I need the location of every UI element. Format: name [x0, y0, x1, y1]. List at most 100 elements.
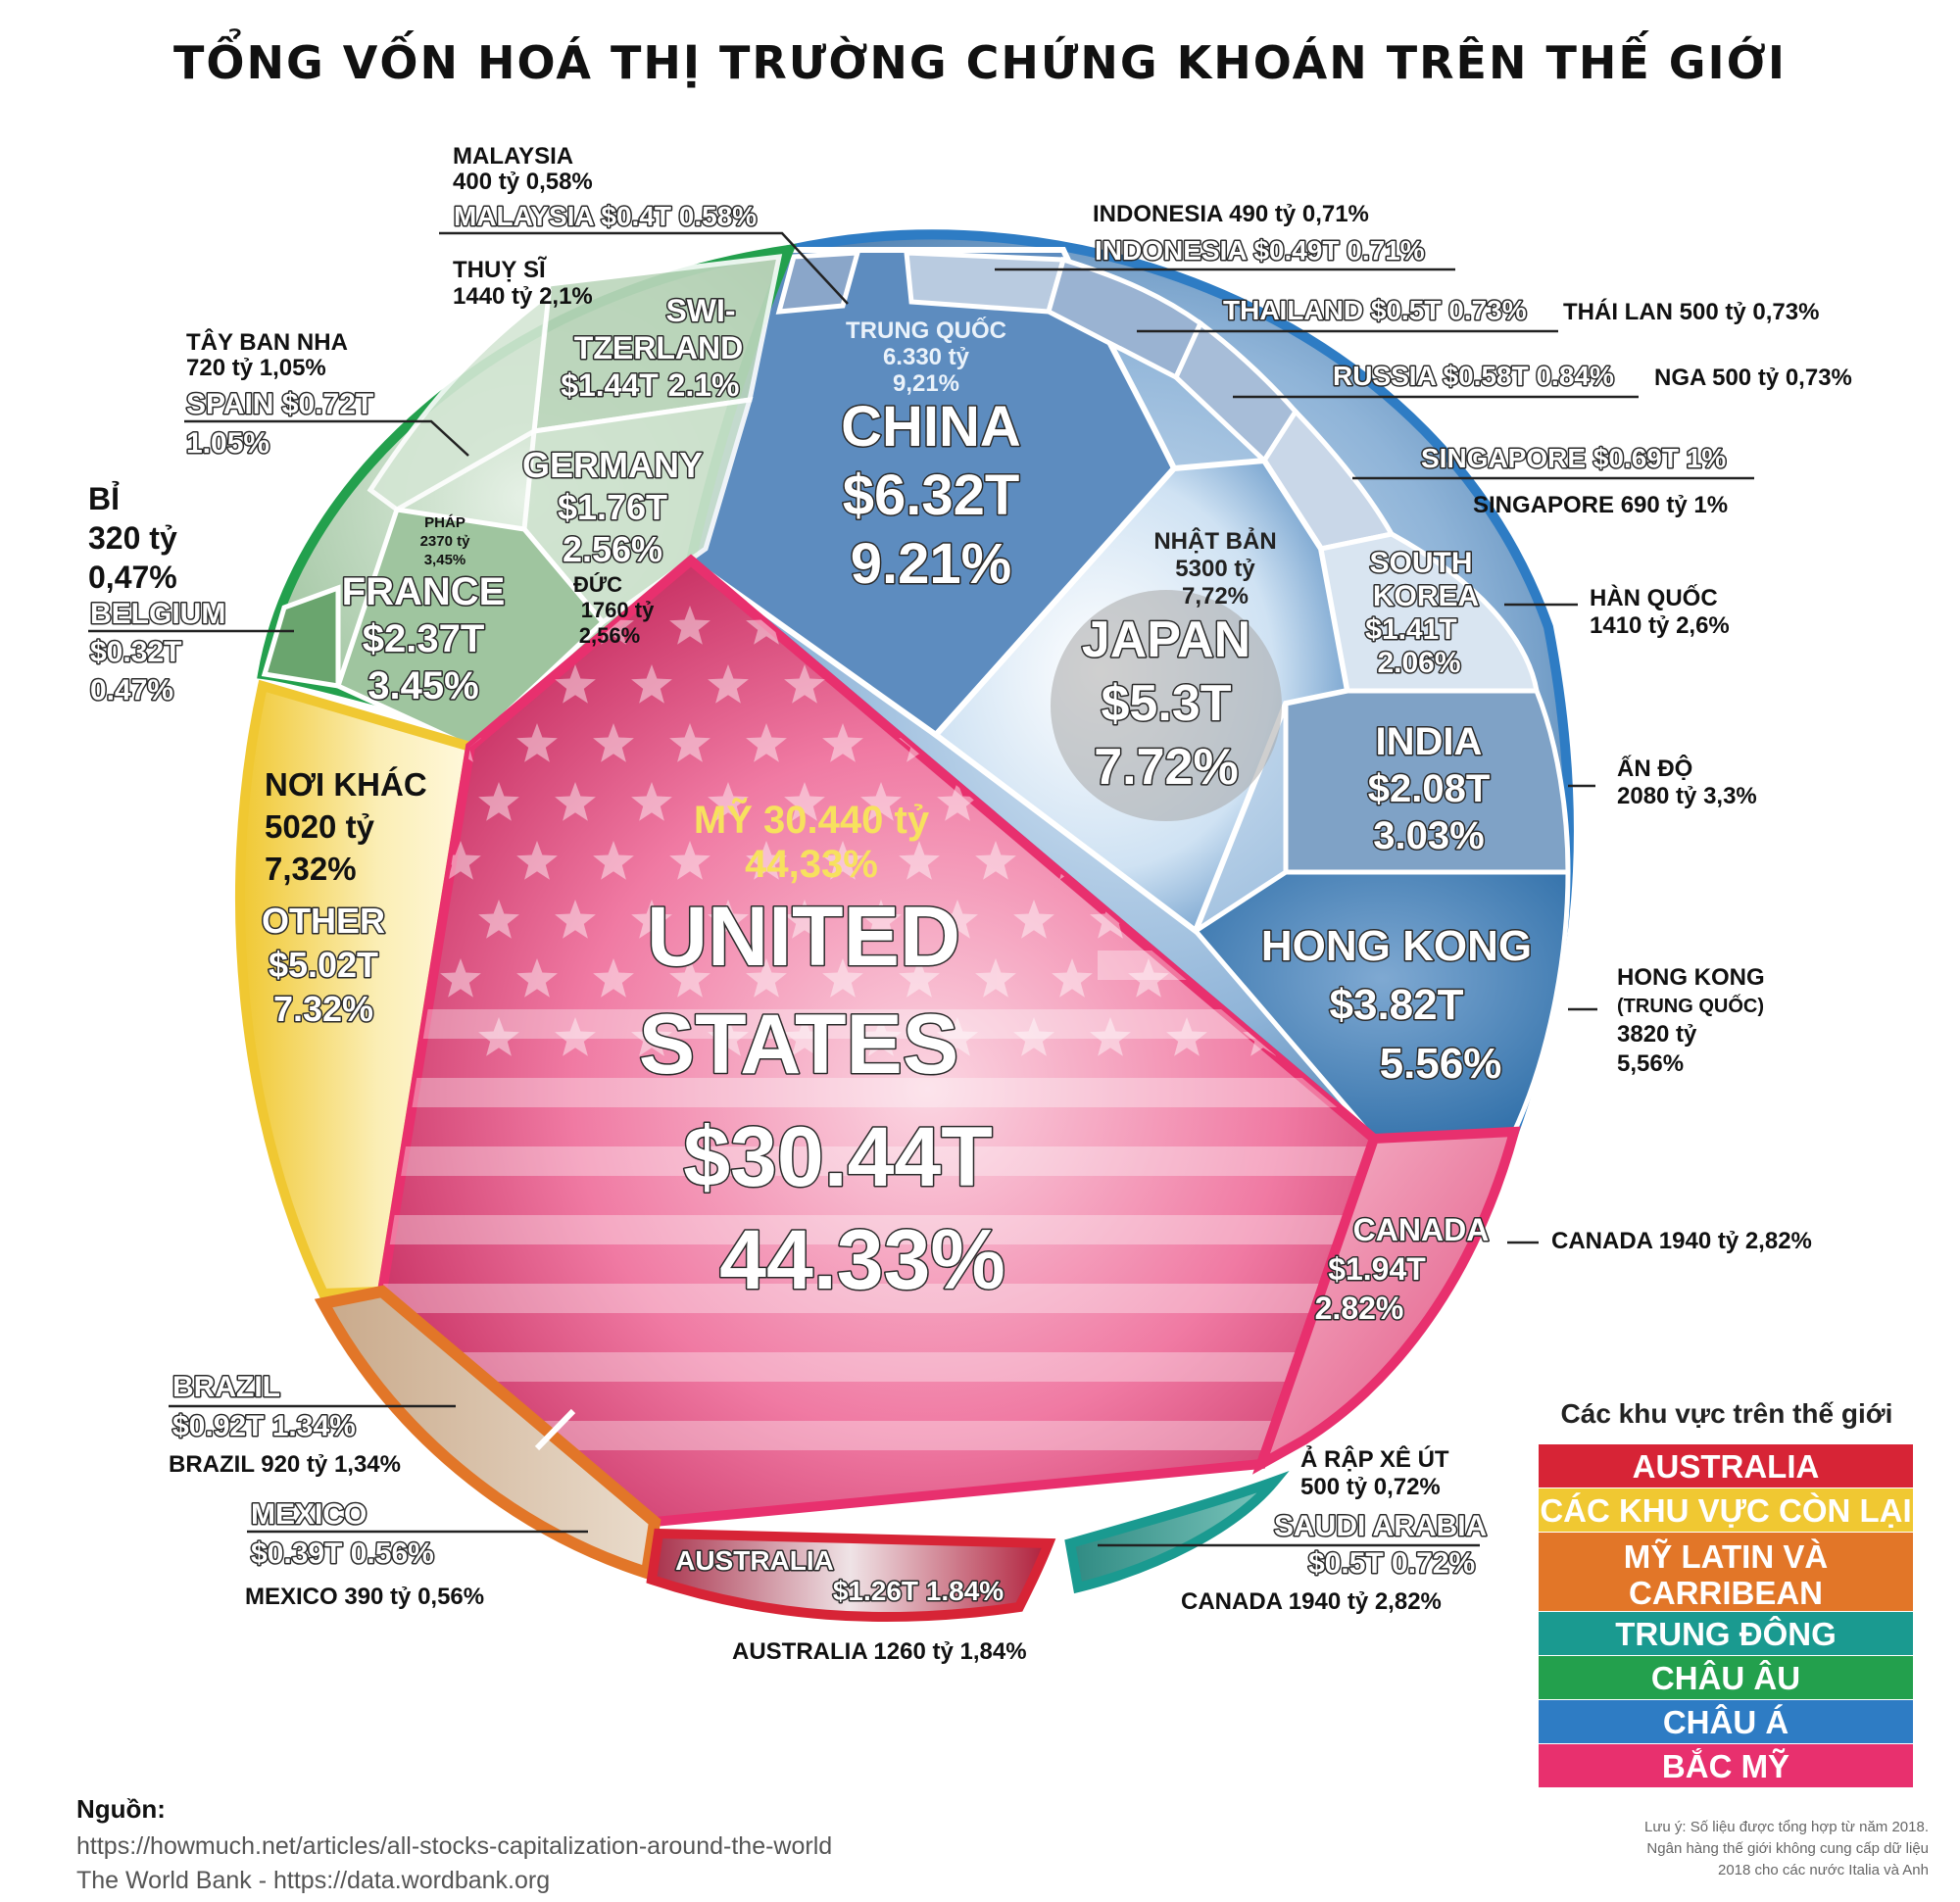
legend-swatch-north-america [1539, 1744, 1913, 1787]
us-flag-star [899, 841, 940, 880]
us-flag-star [555, 782, 596, 821]
note-line-1: Lưu ý: Số liệu được tổng hợp từ năm 2018… [1644, 1819, 1929, 1835]
legend-item-north-america: BẮC MỸ [1662, 1748, 1789, 1784]
brazil-viet: BRAZIL 920 tỷ 1,34% [169, 1451, 401, 1478]
singapore-viet: SINGAPORE 690 tỷ 1% [1473, 492, 1728, 518]
us-flag-star [631, 782, 672, 821]
us-viet-percent: 44,33% [745, 843, 878, 886]
hongkong-viet-name: HONG KONG [1617, 964, 1765, 991]
us-flag-star [1128, 958, 1169, 998]
china-value: $6.32T [843, 463, 1020, 527]
brazil-label-line1: BRAZIL [172, 1371, 280, 1403]
hongkong-viet-country: (TRUNG QUỐC) [1617, 994, 1764, 1017]
source-link-worldbank: The World Bank - https://data.wordbank.o… [76, 1867, 550, 1894]
us-flag-star [555, 664, 596, 704]
other-viet-percent: 7,32% [265, 851, 357, 887]
france-viet-value: 2370 tỷ [420, 533, 471, 550]
india-viet-name: ẤN ĐỘ [1617, 755, 1692, 782]
korea-viet-name: HÀN QUỐC [1590, 584, 1718, 611]
japan-percent: 7.72% [1094, 739, 1238, 796]
russia-label: RUSSIA $0.58T 0.84% [1333, 361, 1614, 391]
spain-viet-name: TÂY BAN NHA [186, 328, 348, 356]
callouts: MALAYSIA 400 tỷ 0,58% MALAYSIA $0.4T 0.5… [88, 143, 1852, 1665]
germany-viet-percent: 2,56% [579, 623, 640, 648]
india-value: $2.08T [1368, 767, 1491, 810]
us-flag-star [1013, 900, 1054, 939]
indonesia-viet: INDONESIA 490 tỷ 0,71% [1093, 201, 1369, 227]
indonesia-label: INDONESIA $0.49T 0.71% [1095, 235, 1425, 266]
us-flag-star [746, 606, 787, 645]
us-flag-star [937, 782, 978, 821]
canada-name: CANADA [1353, 1212, 1490, 1247]
belgium-viet-percent: 0,47% [88, 560, 177, 595]
us-flag-star [1090, 900, 1131, 939]
us-flag-star [975, 841, 1016, 880]
france-viet-percent: 3,45% [424, 552, 466, 568]
other-viet-name: NƠI KHÁC [265, 766, 427, 803]
us-flag-star [440, 958, 481, 998]
us-flag-star [860, 900, 902, 939]
us-flag-star [708, 900, 749, 939]
canada-percent: 2.82% [1315, 1291, 1404, 1326]
other-value: $5.02T [269, 945, 378, 985]
us-flag-star [478, 782, 519, 821]
us-flag-star [937, 1017, 978, 1056]
germany-viet-value: 1760 tỷ [581, 598, 655, 622]
us-name-line1: UNITED [647, 890, 960, 984]
russia-viet: NGA 500 tỷ 0,73% [1654, 365, 1852, 391]
legend-item-europe: CHÂU ÂU [1651, 1660, 1800, 1696]
legend-swatch-australia [1539, 1444, 1913, 1487]
hongkong-viet-value: 3820 tỷ [1617, 1021, 1697, 1048]
china-viet-value: 6.330 tỷ [883, 344, 970, 370]
us-flag-star [784, 782, 825, 821]
china-percent: 9.21% [851, 532, 1011, 596]
us-flag-star [822, 841, 863, 880]
us-flag-star [822, 723, 863, 762]
australia-viet: AUSTRALIA 1260 tỷ 1,84% [732, 1638, 1027, 1665]
us-flag-star [593, 958, 634, 998]
us-flag-star [516, 841, 558, 880]
region-latin-america [314, 1285, 662, 1581]
legend-title: Các khu vực trên thế giới [1561, 1398, 1893, 1429]
belgium-label-line1: BELGIUM [90, 598, 225, 630]
note-line-2: Ngân hàng thế giới không cung cấp dữ liệ… [1646, 1840, 1929, 1857]
legend-item-rest: CÁC KHU VỰC CÒN LẠI [1540, 1492, 1911, 1529]
belgium-label-line3: 0.47% [90, 674, 173, 707]
us-flag-star [1166, 1017, 1207, 1056]
malaysia-viet-value: 400 tỷ 0,58% [453, 169, 593, 195]
legend-item-latin-line2: CARRIBEAN [1629, 1575, 1823, 1611]
korea-percent: 2.06% [1377, 647, 1460, 679]
note-line-3: 2018 cho các nước Italia và Anh [1718, 1862, 1929, 1878]
us-flag-star [516, 958, 558, 998]
cell-australia [646, 1528, 1056, 1623]
malaysia-leader [439, 231, 849, 305]
japan-viet-name: NHẬT BẢN [1153, 526, 1276, 555]
source-heading: Nguồn: [76, 1794, 166, 1824]
us-flag-star [784, 900, 825, 939]
cell-indonesia [904, 250, 1067, 315]
legend-swatch-middle-east [1539, 1612, 1913, 1655]
us-flag-star [746, 958, 787, 998]
us-flag-star [708, 782, 749, 821]
mexico-viet: MEXICO 390 tỷ 0,56% [245, 1584, 484, 1610]
belgium-viet-name: BỈ [88, 481, 120, 516]
us-flag-star [631, 900, 672, 939]
us-flag-star [860, 782, 902, 821]
legend-swatch-europe [1539, 1656, 1913, 1699]
switzerland-name-line1: SWI- [665, 293, 735, 328]
japan-name: JAPAN [1082, 611, 1250, 668]
saudi-canada-viet: CANADA 1940 tỷ 2,82% [1181, 1588, 1442, 1615]
cell-labels: MỸ 30.440 tỷ 44,33% UNITED STATES $30.44… [261, 292, 1534, 1608]
us-flag-star [669, 841, 710, 880]
china-viet-percent: 9,21% [893, 370, 959, 397]
spain-label-line2: 1.05% [186, 427, 270, 460]
us-flag-star [708, 1017, 749, 1056]
switzerland-percent: 2.1% [668, 367, 740, 403]
us-flag-star [975, 958, 1016, 998]
canada-viet: CANADA 1940 tỷ 2,82% [1551, 1228, 1812, 1254]
cell-malaysia [775, 250, 861, 315]
korea-viet-value: 1410 tỷ 2,6% [1590, 612, 1730, 639]
spain-viet-value: 720 tỷ 1,05% [186, 355, 326, 381]
thailand-viet: THÁI LAN 500 tỷ 0,73% [1563, 298, 1819, 325]
other-percent: 7.32% [273, 989, 373, 1029]
